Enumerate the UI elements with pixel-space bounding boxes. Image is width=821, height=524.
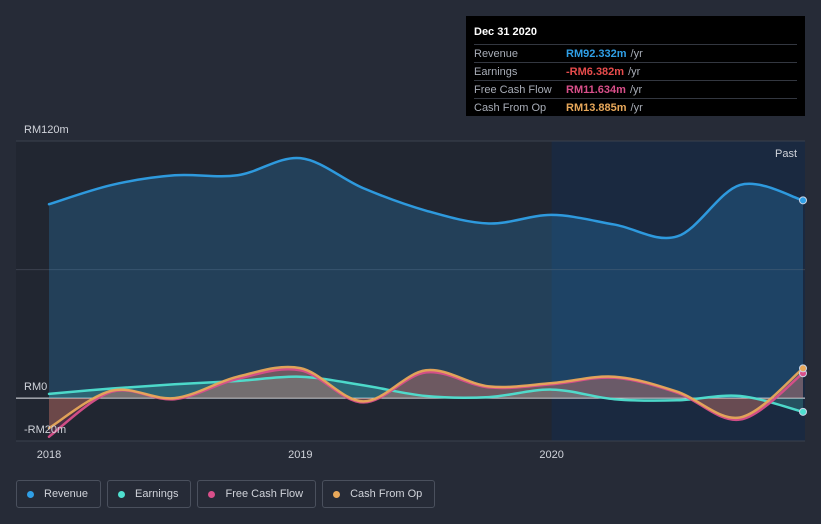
legend-dot-icon — [27, 490, 34, 498]
tooltip-row: Revenue RM92.332m/yr — [474, 44, 797, 62]
legend-item-label: Revenue — [44, 488, 89, 500]
cash-from-op-area — [49, 366, 803, 429]
tooltip-date: Dec 31 2020 — [474, 26, 537, 38]
cash-from-op-line — [47, 365, 805, 430]
earnings-area — [49, 376, 803, 412]
tooltip-row-label: Revenue — [474, 47, 519, 60]
end-markers — [799, 196, 807, 416]
y-tick-label: RM120m — [24, 124, 69, 136]
x-tick-label: 2018 — [37, 449, 61, 461]
tooltip-row: Free Cash Flow RM11.634m/yr — [474, 80, 797, 98]
tooltip-rows: Revenue RM92.332m/yr Earnings -RM6.382m/yr F… — [474, 44, 797, 116]
x-tick-label: 2020 — [539, 449, 563, 461]
free-cash-flow-area — [49, 369, 803, 437]
tooltip-row-value: -RM6.382m — [566, 65, 625, 78]
tooltip-row-unit: /yr — [629, 83, 643, 96]
data-tooltip: Dec 31 2020 Revenue RM92.332m/yr Earnings -… — [466, 16, 805, 116]
tooltip-row-unit: /yr — [630, 101, 643, 114]
x-tick-label: 2019 — [288, 449, 312, 461]
axis-labels: RM120m RM0 -RM20m 2018 2019 2020 Past — [24, 124, 797, 461]
revenue-area — [49, 157, 803, 399]
tooltip-row-unit: /yr — [630, 47, 643, 60]
legend-item-earnings[interactable]: Earnings — [107, 480, 192, 508]
chart-plot-background — [16, 141, 552, 441]
tooltip-row: Earnings -RM6.382m/yr — [474, 62, 797, 80]
legend: Revenue Earnings Free Cash Flow Cash From O… — [16, 480, 436, 508]
legend-item-revenue[interactable]: Revenue — [16, 480, 102, 508]
legend-dot-icon — [333, 490, 341, 498]
legend-item-label: Cash From Op — [350, 488, 423, 500]
earnings-end-marker — [799, 407, 807, 416]
revenue-line — [47, 156, 805, 240]
series-lines — [47, 156, 805, 438]
past-label: Past — [775, 148, 797, 160]
tooltip-row-unit: /yr — [628, 65, 641, 78]
tooltip-row-label: Free Cash Flow — [474, 83, 552, 96]
tooltip-row-value: RM11.634m — [566, 83, 626, 96]
chart-background — [16, 141, 805, 441]
earnings-line — [47, 375, 805, 414]
tooltip-row-label: Cash From Op — [474, 101, 547, 114]
legend-item-cash-from-op[interactable]: Cash From Op — [322, 480, 436, 508]
legend-item-free-cash-flow[interactable]: Free Cash Flow — [197, 480, 317, 508]
tooltip-row: Cash From Op RM13.885m/yr — [474, 98, 797, 116]
legend-item-label: Free Cash Flow — [225, 488, 304, 500]
legend-dot-icon — [118, 490, 126, 498]
tooltip-row-value: RM13.885m — [566, 101, 627, 114]
tooltip-row-label: Earnings — [474, 65, 518, 78]
gridlines — [16, 140, 805, 442]
tooltip-row-value: RM92.332m — [566, 47, 627, 60]
cash-from-op-end-marker — [799, 364, 807, 373]
y-tick-label: -RM20m — [24, 424, 66, 436]
series-areas — [49, 157, 803, 437]
legend-item-label: Earnings — [135, 488, 179, 500]
revenue-end-marker — [799, 196, 807, 205]
legend-dot-icon — [208, 490, 216, 498]
y-tick-label: RM0 — [24, 381, 47, 393]
